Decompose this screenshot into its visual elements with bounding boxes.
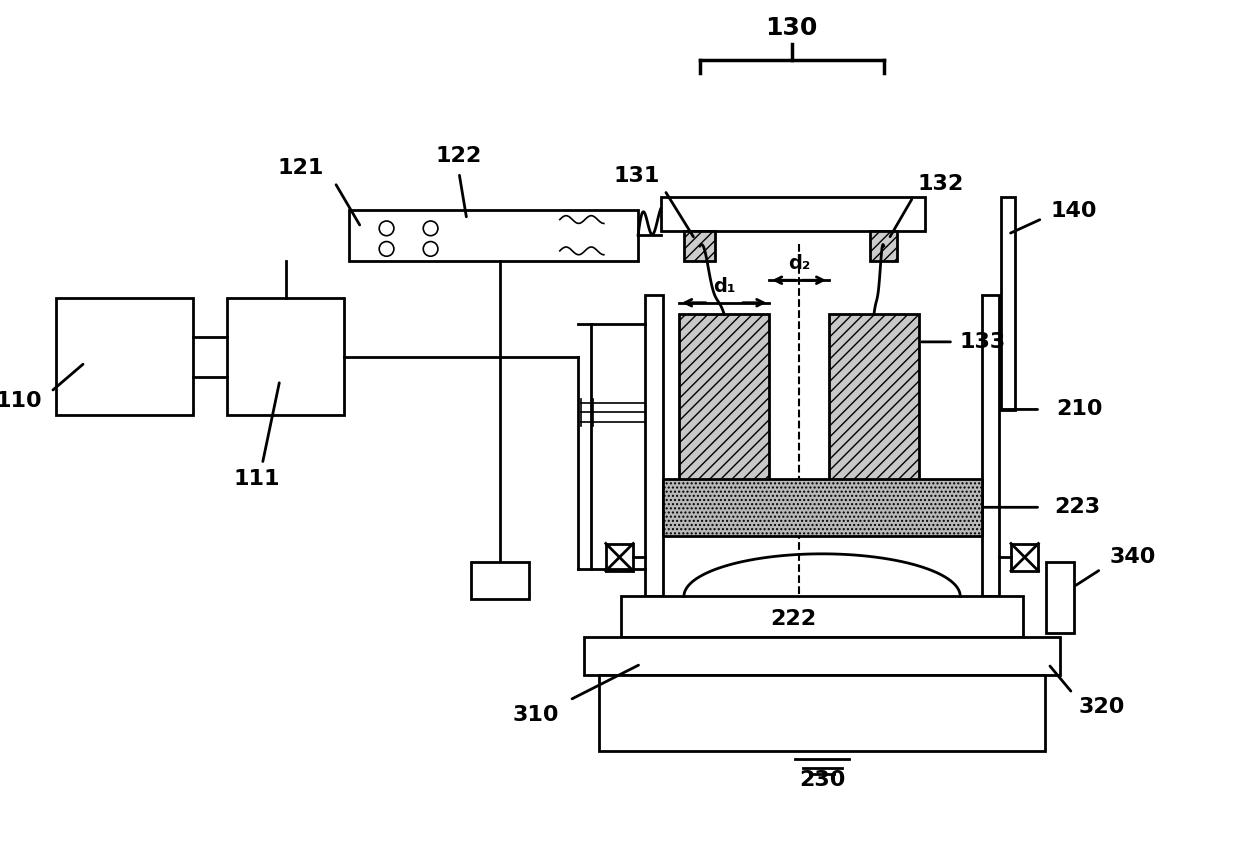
- Bar: [584, 638, 1060, 674]
- Text: 210: 210: [1056, 399, 1102, 419]
- Text: 320: 320: [1079, 697, 1125, 717]
- Text: 310: 310: [512, 704, 558, 725]
- Bar: [56, 298, 192, 416]
- Text: 122: 122: [435, 146, 482, 166]
- Bar: [1001, 197, 1014, 411]
- Bar: [1011, 543, 1038, 571]
- Bar: [471, 562, 529, 599]
- Text: d₁: d₁: [713, 277, 735, 296]
- Text: 222: 222: [771, 609, 817, 629]
- Text: 130: 130: [765, 15, 818, 39]
- Bar: [227, 298, 345, 416]
- Text: 110: 110: [0, 391, 42, 411]
- Bar: [828, 315, 919, 506]
- Bar: [870, 231, 898, 261]
- Text: 121: 121: [278, 158, 324, 177]
- Text: 131: 131: [614, 166, 660, 187]
- Bar: [606, 543, 634, 571]
- Text: 223: 223: [1054, 497, 1101, 518]
- Text: 340: 340: [1109, 548, 1156, 567]
- Text: 230: 230: [799, 770, 846, 790]
- Bar: [599, 674, 1045, 751]
- Text: 111: 111: [233, 469, 280, 488]
- Bar: [621, 596, 1023, 638]
- Bar: [661, 197, 925, 231]
- Text: 140: 140: [1050, 201, 1097, 221]
- Bar: [982, 295, 999, 596]
- Bar: [684, 231, 715, 261]
- Bar: [662, 479, 982, 536]
- Text: 133: 133: [960, 332, 1006, 352]
- Text: 132: 132: [918, 174, 963, 195]
- Bar: [350, 210, 639, 261]
- Bar: [680, 315, 769, 506]
- Bar: [1047, 562, 1074, 632]
- Bar: [645, 295, 662, 596]
- Text: d₂: d₂: [787, 254, 810, 273]
